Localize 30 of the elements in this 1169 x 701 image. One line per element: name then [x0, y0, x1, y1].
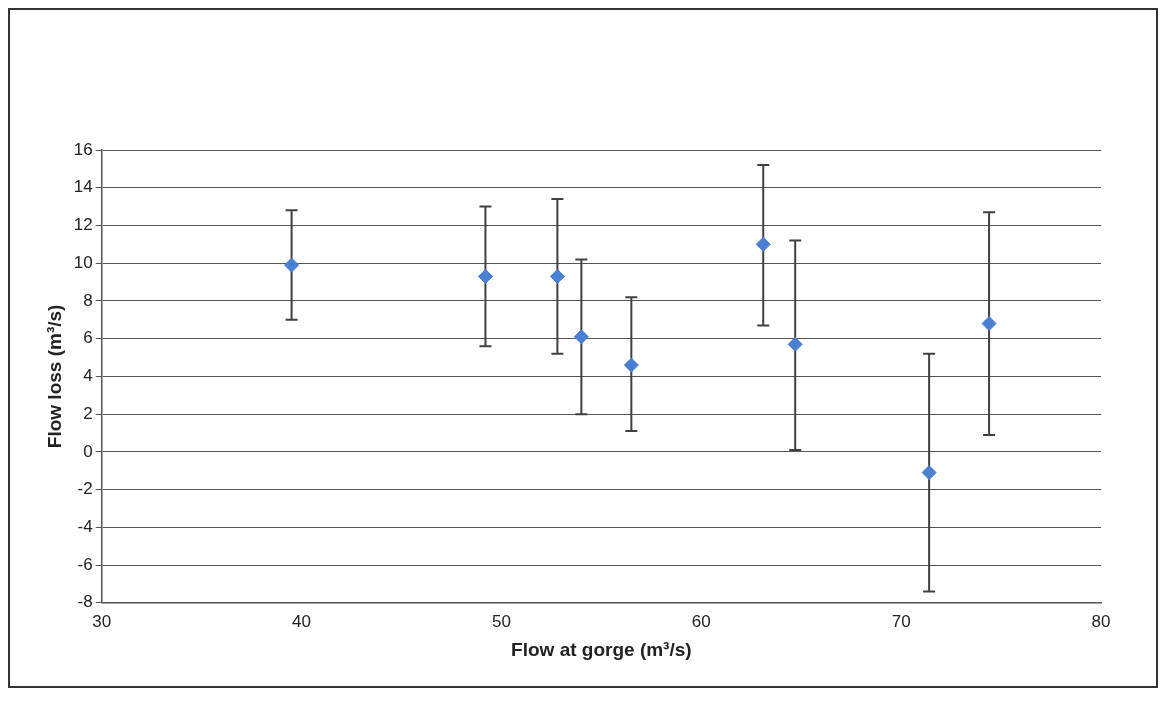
- x-tick-label: 80: [1091, 611, 1111, 631]
- y-tick-label: 2: [83, 403, 93, 423]
- y-axis-title: Flow loss (m³/s): [43, 304, 65, 449]
- point: [549, 268, 565, 284]
- y-tick-label: -6: [77, 554, 93, 574]
- y-tick-label: 12: [73, 215, 93, 235]
- x-tick-label: 40: [292, 611, 312, 631]
- point: [787, 336, 803, 352]
- x-tick-label: 60: [691, 611, 711, 631]
- point: [981, 316, 997, 332]
- y-tick-label: -4: [77, 517, 93, 537]
- y-tick-label: 8: [83, 290, 93, 310]
- point: [623, 357, 639, 373]
- y-tick-label: 16: [73, 139, 93, 159]
- y-tick-label: 6: [83, 328, 93, 348]
- y-tick-label: 14: [73, 177, 93, 197]
- y-tick-label: 10: [73, 252, 93, 272]
- x-axis-title: Flow at gorge (m³/s): [511, 638, 692, 660]
- point: [755, 236, 771, 252]
- point: [477, 268, 493, 284]
- point: [284, 257, 300, 273]
- x-tick-label: 70: [891, 611, 911, 631]
- x-tick-label: 30: [92, 611, 112, 631]
- y-tick-label: -2: [77, 479, 93, 499]
- y-tick-label: 4: [83, 366, 93, 386]
- y-tick-label: 0: [83, 441, 93, 461]
- point: [921, 465, 937, 481]
- point: [573, 329, 589, 345]
- y-tick-label: -8: [77, 592, 93, 612]
- x-tick-label: 50: [491, 611, 511, 631]
